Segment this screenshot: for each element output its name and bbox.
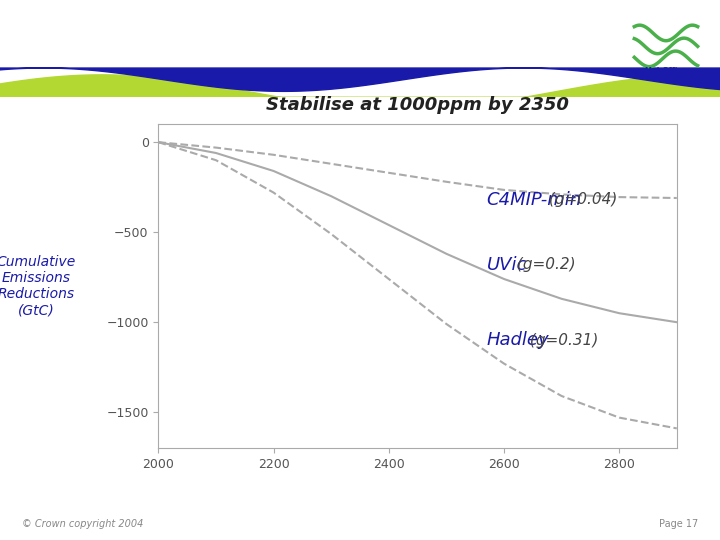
Text: C4MIP-min: C4MIP-min — [487, 191, 582, 209]
Text: Met Office: Met Office — [645, 67, 687, 73]
Text: © Crown copyright 2004: © Crown copyright 2004 — [22, 519, 143, 529]
Polygon shape — [0, 75, 720, 110]
Text: Hadley: Hadley — [487, 331, 549, 349]
Text: (g=0.2): (g=0.2) — [512, 257, 576, 272]
Text: Cumulative
Emissions
Reductions
(GtC): Cumulative Emissions Reductions (GtC) — [0, 255, 76, 318]
Title: Stabilise at 1000ppm by 2350: Stabilise at 1000ppm by 2350 — [266, 96, 569, 114]
Text: UVic: UVic — [487, 255, 527, 274]
Text: C4MIP models: C4MIP models — [22, 27, 264, 56]
Text: Page 17: Page 17 — [659, 519, 698, 529]
Text: (g=0.04): (g=0.04) — [544, 192, 617, 207]
Text: (g=0.31): (g=0.31) — [525, 333, 598, 348]
Polygon shape — [0, 68, 720, 91]
